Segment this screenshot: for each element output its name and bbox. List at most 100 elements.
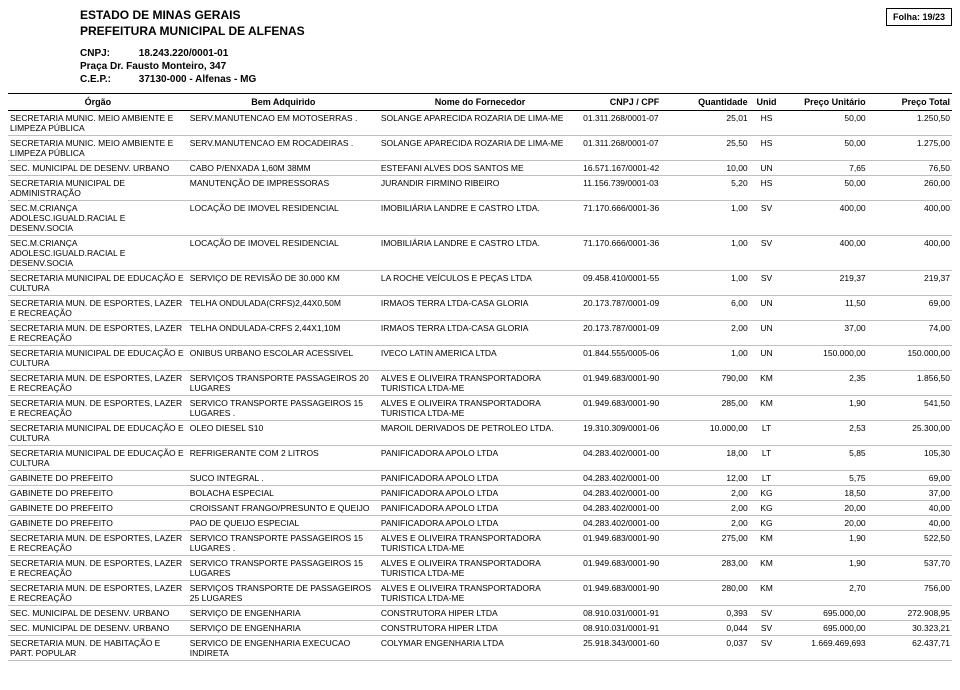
city-name: PREFEITURA MUNICIPAL DE ALFENAS [80,24,952,38]
page-number-box: Folha: 19/23 [886,8,952,26]
cell-c5: HS [750,111,784,136]
cell-c5: HS [750,176,784,201]
cell-c1: SERVICO TRANSPORTE PASSAGEIROS 15 LUGARE… [188,396,379,421]
cell-c6: 1.669.469,693 [783,636,867,661]
cell-c6: 695.000,00 [783,606,867,621]
cell-c4: 0,037 [688,636,750,661]
cell-c6: 20,00 [783,516,867,531]
cell-c1: SERVIÇO DE ENGENHARIA [188,621,379,636]
cell-c3: 04.283.402/0001-00 [581,486,688,501]
data-table: Órgão Bem Adquirido Nome do Fornecedor C… [8,93,952,661]
cell-c5: KM [750,581,784,606]
table-row: GABINETE DO PREFEITOBOLACHA ESPECIALPANI… [8,486,952,501]
cell-c3: 20.173.787/0001-09 [581,321,688,346]
cell-c4: 12,00 [688,471,750,486]
cell-c6: 150.000,00 [783,346,867,371]
cell-c3: 19.310.309/0001-06 [581,421,688,446]
cell-c2: ESTEFANI ALVES DOS SANTOS ME [379,161,581,176]
col-fornecedor: Nome do Fornecedor [379,94,581,111]
cell-c7: 40,00 [868,516,952,531]
cell-c1: REFRIGERANTE COM 2 LITROS [188,446,379,471]
table-row: SECRETARIA MUN. DE ESPORTES, LAZER E REC… [8,531,952,556]
cell-c7: 1.275,00 [868,136,952,161]
cell-c3: 01.949.683/0001-90 [581,396,688,421]
cell-c4: 0,393 [688,606,750,621]
table-row: SEC. MUNICIPAL DE DESENV. URBANOCABO P/E… [8,161,952,176]
cell-c4: 25,50 [688,136,750,161]
cell-c4: 10,00 [688,161,750,176]
table-row: SECRETARIA MUN. DE ESPORTES, LAZER E REC… [8,321,952,346]
cell-c1: SUCO INTEGRAL . [188,471,379,486]
cell-c0: GABINETE DO PREFEITO [8,486,188,501]
col-orgao: Órgão [8,94,188,111]
cell-c2: MAROIL DERIVADOS DE PETROLEO LTDA. [379,421,581,446]
cell-c5: UN [750,321,784,346]
data-table-wrap: Órgão Bem Adquirido Nome do Fornecedor C… [8,93,952,661]
cell-c2: ALVES E OLIVEIRA TRANSPORTADORA TURISTIC… [379,556,581,581]
cell-c3: 01.949.683/0001-90 [581,581,688,606]
col-unid: Unid [750,94,784,111]
folha-label: Folha: [893,12,920,22]
cell-c7: 25.300,00 [868,421,952,446]
cell-c0: SECRETARIA MUNIC. MEIO AMBIENTE E LIMPEZ… [8,136,188,161]
cell-c5: KM [750,396,784,421]
cell-c1: PAO DE QUEIJO ESPECIAL [188,516,379,531]
cell-c3: 11.156.739/0001-03 [581,176,688,201]
table-row: SECRETARIA MUNICIPAL DE EDUCAÇÃO E CULTU… [8,271,952,296]
cell-c4: 1,00 [688,201,750,236]
cell-c5: UN [750,161,784,176]
cnpj-value: 18.243.220/0001-01 [139,48,229,59]
cell-c5: SV [750,636,784,661]
cell-c1: MANUTENÇÃO DE IMPRESSORAS [188,176,379,201]
cell-c7: 40,00 [868,501,952,516]
cell-c0: SECRETARIA MUNICIPAL DE ADMINISTRAÇÃO [8,176,188,201]
cell-c7: 37,00 [868,486,952,501]
cell-c2: IVECO LATIN AMERICA LTDA [379,346,581,371]
cell-c5: KG [750,486,784,501]
cell-c7: 537,70 [868,556,952,581]
cell-c0: SECRETARIA MUNICIPAL DE EDUCAÇÃO E CULTU… [8,346,188,371]
table-row: SECRETARIA MUNICIPAL DE EDUCAÇÃO E CULTU… [8,446,952,471]
state-name: ESTADO DE MINAS GERAIS [80,8,952,22]
cell-c2: PANIFICADORA APOLO LTDA [379,446,581,471]
cell-c1: SERVIÇOS TRANSPORTE DE PASSAGEIROS 25 LU… [188,581,379,606]
cell-c4: 283,00 [688,556,750,581]
cell-c0: SECRETARIA MUN. DE ESPORTES, LAZER E REC… [8,321,188,346]
cell-c5: HS [750,136,784,161]
cell-c6: 2,70 [783,581,867,606]
cell-c1: SERVIÇO DE REVISÃO DE 30.000 KM [188,271,379,296]
cep-label: C.E.P.: [80,74,136,85]
cell-c6: 219,37 [783,271,867,296]
cell-c5: KM [750,556,784,581]
cell-c5: SV [750,236,784,271]
cell-c7: 1.250,50 [868,111,952,136]
cell-c3: 01.311.268/0001-07 [581,136,688,161]
cell-c5: KM [750,531,784,556]
cell-c7: 1.856,50 [868,371,952,396]
cell-c7: 219,37 [868,271,952,296]
cell-c0: SECRETARIA MUNIC. MEIO AMBIENTE E LIMPEZ… [8,111,188,136]
table-header-row: Órgão Bem Adquirido Nome do Fornecedor C… [8,94,952,111]
cell-c6: 20,00 [783,501,867,516]
cep-value: 37130-000 - Alfenas - MG [139,74,256,85]
cell-c5: KG [750,501,784,516]
cell-c7: 522,50 [868,531,952,556]
cell-c1: CROISSANT FRANGO/PRESUNTO E QUEIJO [188,501,379,516]
cell-c2: ALVES E OLIVEIRA TRANSPORTADORA TURISTIC… [379,371,581,396]
cell-c1: LOCAÇÃO DE IMOVEL RESIDENCIAL [188,201,379,236]
cell-c6: 1,90 [783,396,867,421]
cell-c7: 69,00 [868,471,952,486]
cell-c2: COLYMAR ENGENHARIA LTDA [379,636,581,661]
table-row: GABINETE DO PREFEITOSUCO INTEGRAL .PANIF… [8,471,952,486]
cell-c4: 790,00 [688,371,750,396]
cell-c3: 04.283.402/0001-00 [581,501,688,516]
cell-c6: 5,75 [783,471,867,486]
cell-c2: IRMAOS TERRA LTDA-CASA GLORIA [379,296,581,321]
cell-c2: SOLANGE APARECIDA ROZARIA DE LIMA-ME [379,111,581,136]
cell-c3: 08.910.031/0001-91 [581,621,688,636]
table-row: SEC.M.CRIANÇA ADOLESC.IGUALD.RACIAL E DE… [8,236,952,271]
cell-c0: SECRETARIA MUN. DE ESPORTES, LAZER E REC… [8,371,188,396]
cell-c1: SERVIÇOS TRANSPORTE PASSAGEIROS 20 LUGAR… [188,371,379,396]
cell-c0: SECRETARIA MUNICIPAL DE EDUCAÇÃO E CULTU… [8,421,188,446]
cell-c3: 09.458.410/0001-55 [581,271,688,296]
